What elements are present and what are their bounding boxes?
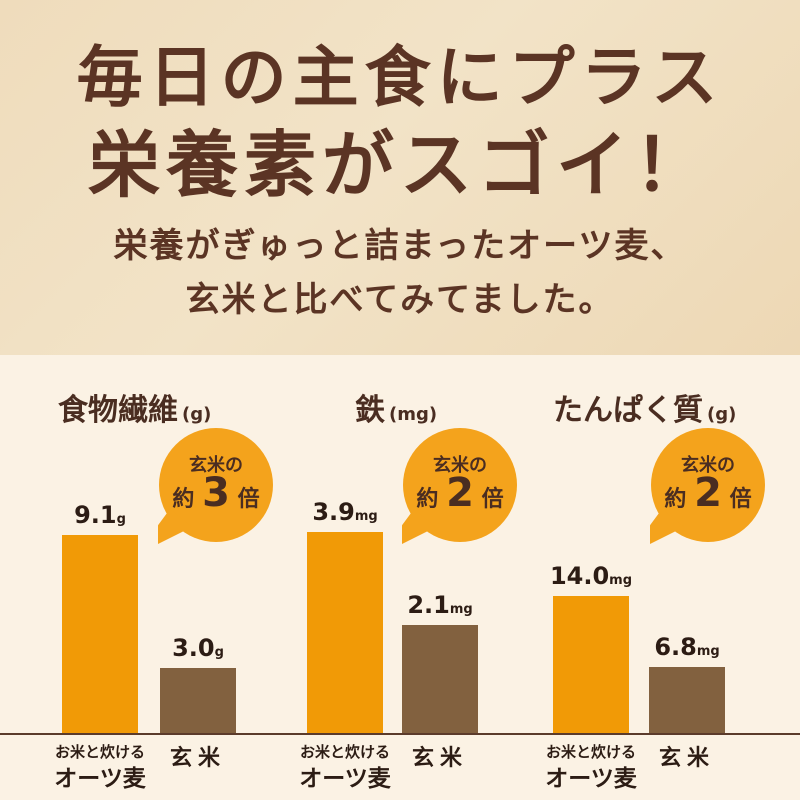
badge-line2: 約 2 倍 xyxy=(650,473,766,513)
value-label-brown-rice: 3.0g xyxy=(150,634,246,662)
category-label-brown-rice: 玄米 xyxy=(169,746,226,771)
value-label-oats: 9.1g xyxy=(52,501,148,529)
category-label-brown-rice: 玄米 xyxy=(658,746,715,771)
badge-suffix: 倍 xyxy=(237,487,260,512)
category-label-oats-line1: お米と炊ける xyxy=(545,743,636,761)
category-label-oats-line2: オーツ麦 xyxy=(545,766,637,792)
badge-line2: 約 2 倍 xyxy=(402,473,518,513)
value-unit: mg xyxy=(609,573,633,588)
chart-title-text: 鉄 xyxy=(355,393,385,428)
value-unit: mg xyxy=(449,602,473,617)
value-unit: g xyxy=(116,512,126,527)
badge-line1: 玄米の xyxy=(189,455,243,476)
chart-title: 鉄 (mg) xyxy=(355,385,437,429)
badge-suffix: 倍 xyxy=(481,487,504,512)
value-label-brown-rice: 2.1mg xyxy=(392,591,488,619)
value-number: 9.1 xyxy=(74,501,117,529)
bar-brown-rice xyxy=(402,625,478,733)
header-background xyxy=(0,0,800,355)
category-label-oats-line2: オーツ麦 xyxy=(299,766,391,792)
bar-brown-rice xyxy=(649,667,725,733)
subheadline-line1: 栄養がぎゅっと詰まったオーツ麦、 xyxy=(113,226,687,266)
chart-title: 食物繊維 (g) xyxy=(58,385,211,429)
headline-line1: 毎日の主食にプラス xyxy=(76,39,724,116)
headline-line2: 栄養素がスゴイ！ xyxy=(87,123,712,207)
badge-prefix: 約 xyxy=(664,487,687,512)
bar-oats xyxy=(553,596,629,733)
value-unit: mg xyxy=(354,509,378,524)
value-label-oats: 14.0mg xyxy=(543,562,639,590)
badge-multiple: 2 xyxy=(694,470,722,516)
value-unit: mg xyxy=(696,644,720,659)
value-label-oats: 3.9mg xyxy=(297,498,393,526)
badge-suffix: 倍 xyxy=(729,487,752,512)
chart-title-unit: (g) xyxy=(182,404,212,425)
badge-prefix: 約 xyxy=(416,487,439,512)
value-number: 3.0 xyxy=(172,634,215,662)
bar-oats xyxy=(307,532,383,733)
value-unit: g xyxy=(214,645,224,660)
chart-title: たんぱく質 (g) xyxy=(553,385,736,429)
value-number: 2.1 xyxy=(407,591,450,619)
subheadline-line2: 玄米と比べてみてました。 xyxy=(185,280,615,320)
speech-bubble-shape xyxy=(402,428,517,544)
chart-baseline xyxy=(0,733,800,735)
value-label-brown-rice: 6.8mg xyxy=(639,633,735,661)
ratio-badge: 玄米の約 2 倍 xyxy=(650,427,766,544)
category-label-oats-line1: お米と炊ける xyxy=(54,743,145,761)
badge-prefix: 約 xyxy=(172,487,195,512)
value-number: 6.8 xyxy=(654,633,697,661)
speech-bubble-shape xyxy=(650,428,765,544)
chart-title-text: たんぱく質 xyxy=(553,393,703,428)
chart-title-unit: (mg) xyxy=(389,404,438,425)
value-number: 14.0 xyxy=(549,562,610,590)
badge-multiple: 2 xyxy=(446,470,474,516)
badge-line1: 玄米の xyxy=(433,455,487,476)
category-label-oats-line2: オーツ麦 xyxy=(54,766,146,792)
chart-title-unit: (g) xyxy=(707,404,737,425)
bar-oats xyxy=(62,535,138,733)
category-label-brown-rice: 玄米 xyxy=(411,746,468,771)
badge-line2: 約 3 倍 xyxy=(158,473,274,513)
ratio-badge: 玄米の約 2 倍 xyxy=(402,427,518,544)
badge-line1: 玄米の xyxy=(681,455,735,476)
ratio-badge: 玄米の約 3 倍 xyxy=(158,427,274,544)
bar-brown-rice xyxy=(160,668,236,733)
chart-title-text: 食物繊維 xyxy=(58,393,178,428)
category-label-oats-line1: お米と炊ける xyxy=(299,743,390,761)
value-number: 3.9 xyxy=(312,498,355,526)
speech-bubble-shape xyxy=(158,428,273,544)
badge-multiple: 3 xyxy=(202,470,230,516)
